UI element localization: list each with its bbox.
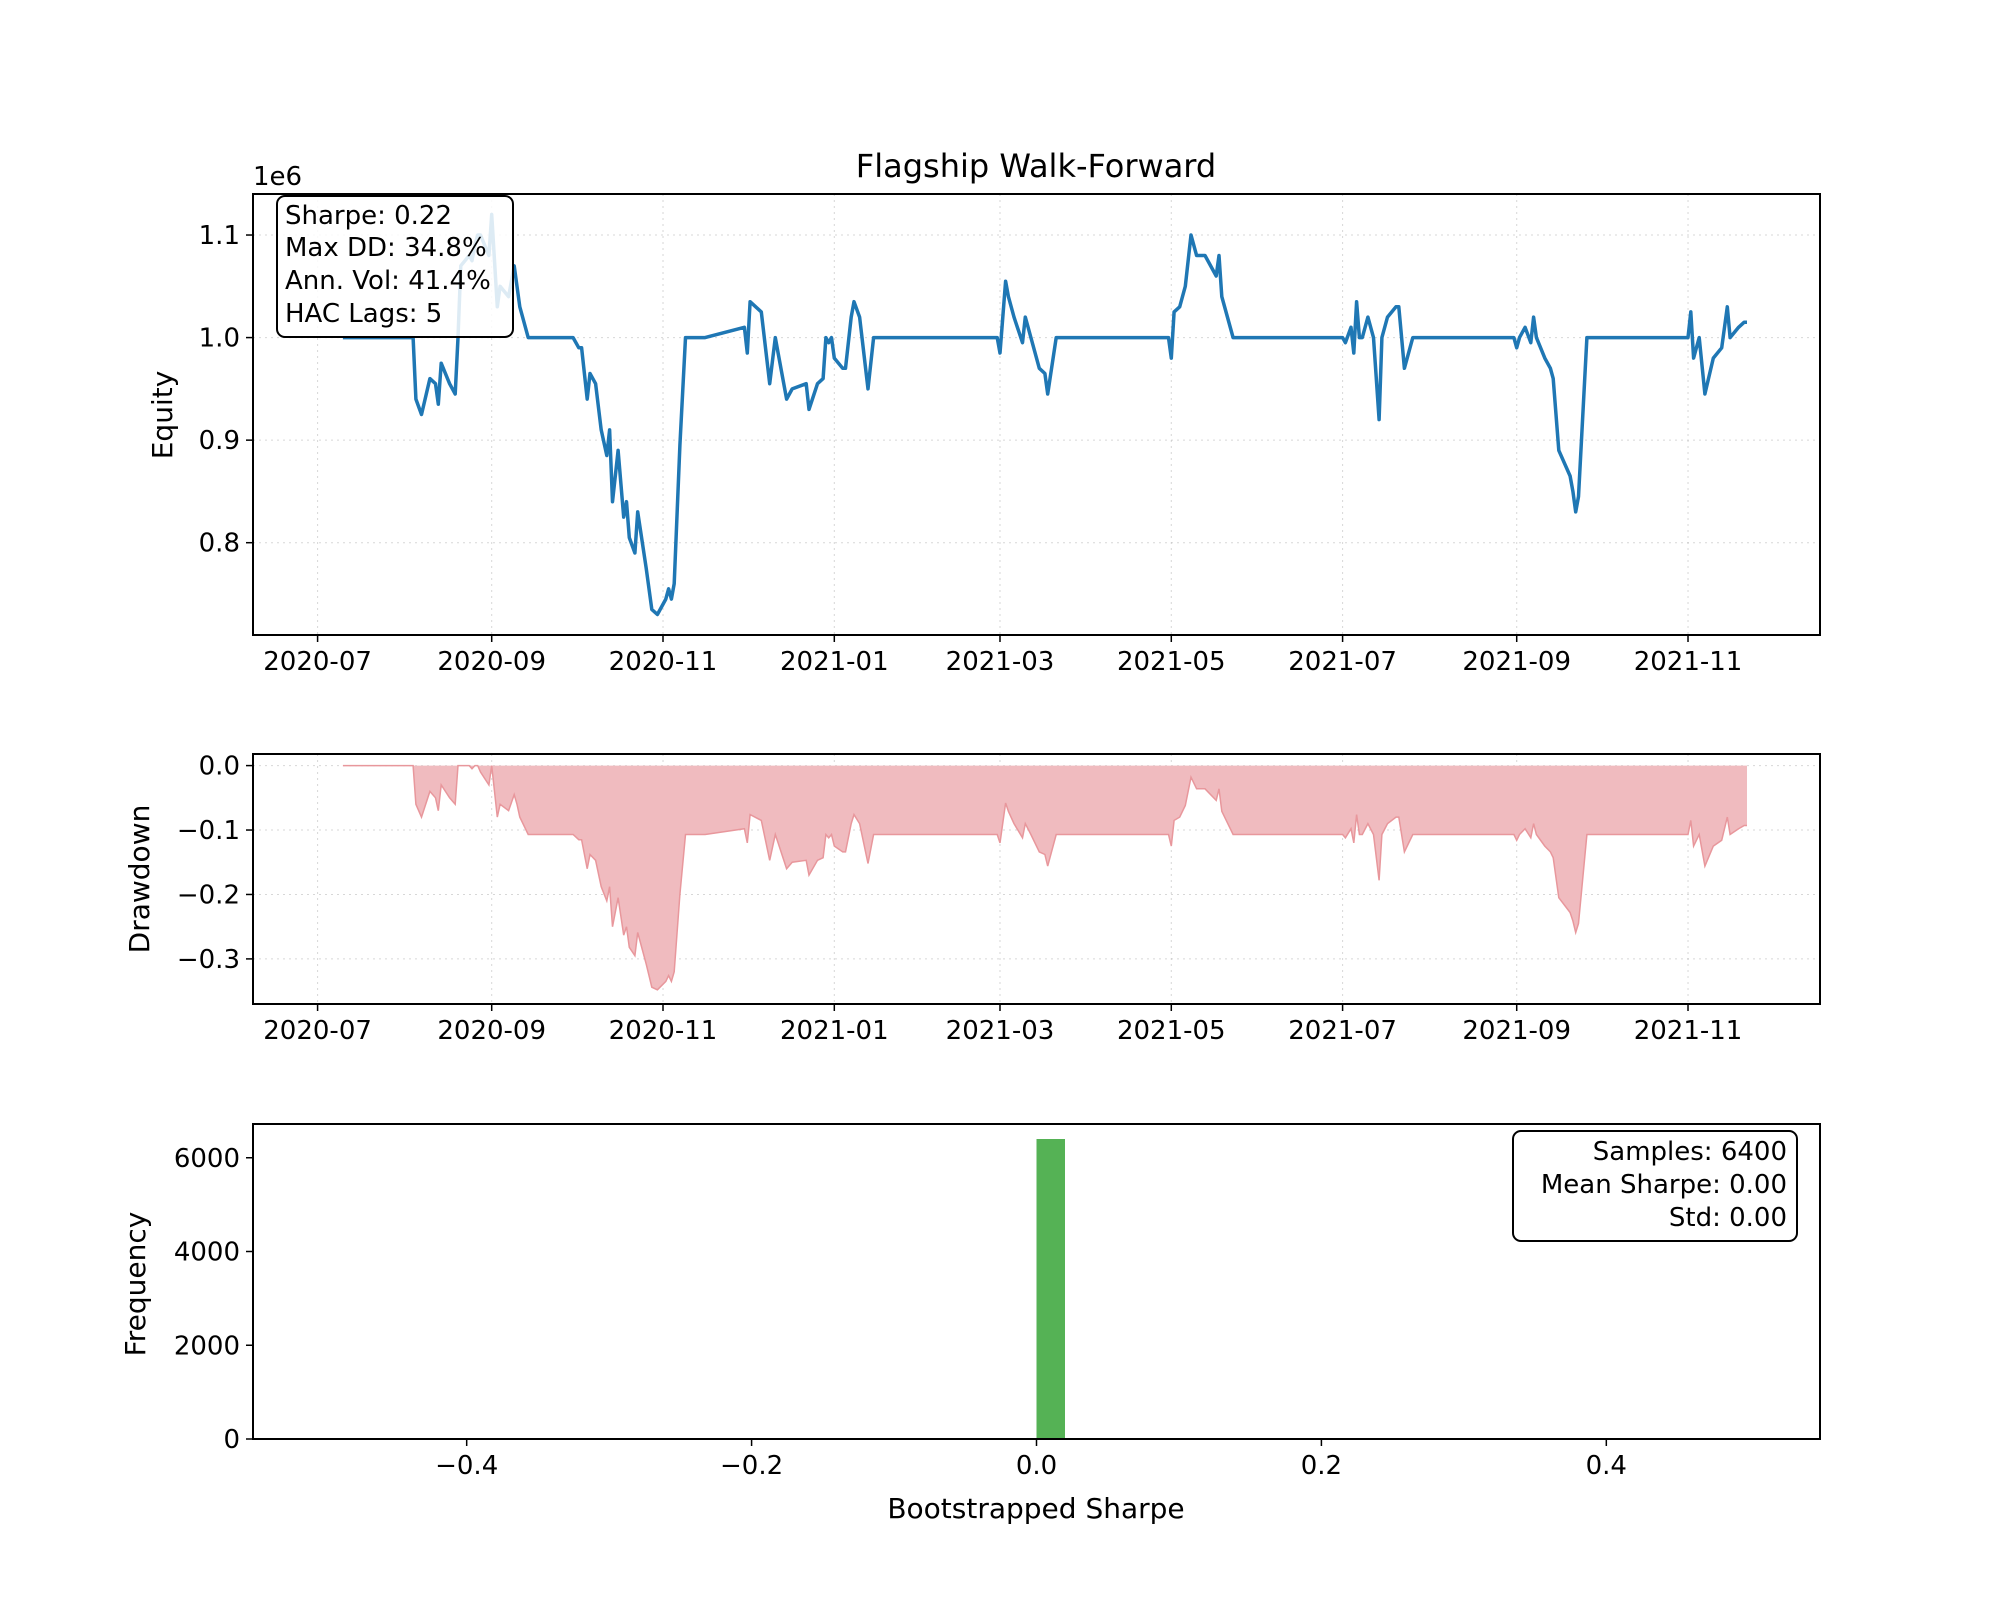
y-tick-label: −0.3 (177, 945, 240, 975)
drawdown-x-ticks: 2020-07 2020-09 2020-11 2021-01 2021-03 2021-… (263, 1004, 1742, 1046)
x-tick-label: 2021-03 (946, 647, 1055, 677)
x-tick-label: 2020-09 (437, 1016, 546, 1046)
y-tick-label: −0.1 (177, 816, 240, 846)
drawdown-y-axis-label: Drawdown (123, 805, 156, 954)
drawdown-axes-frame (252, 753, 1821, 1005)
y-tick-label: 0.0 (199, 752, 240, 782)
equity-y-axis-label: Equity (146, 371, 179, 460)
x-tick-label: 2021-03 (946, 1016, 1055, 1046)
equity-y-ticks: 0.8 0.9 1.0 1.1 (199, 221, 253, 559)
equity-plot-area (342, 212, 1747, 617)
bootstrap-panel: −0.4 −0.2 0.0 0.2 0.4 0 2000 4000 6000 Bootstra… (119, 1123, 1821, 1525)
equity-line (342, 212, 1747, 617)
y-tick-label: −0.2 (177, 880, 240, 910)
drawdown-line (342, 764, 1747, 991)
drawdown-area (342, 765, 1747, 990)
equity-panel: 2020-07 2020-09 2020-11 2021-01 2021-03 2021-… (146, 147, 1821, 677)
bootstrap-y-axis-label: Frequency (119, 1212, 152, 1357)
drawdown-panel: 2020-07 2020-09 2020-11 2021-01 2021-03 2021-… (123, 752, 1821, 1046)
drawdown-plot-area (342, 764, 1747, 991)
equity-x-ticks: 2020-07 2020-09 2020-11 2021-01 2021-03 2021-… (263, 635, 1742, 677)
y-tick-label: 6000 (174, 1144, 240, 1174)
y-tick-label: 1.0 (199, 324, 240, 354)
chart-title: Flagship Walk-Forward (856, 147, 1216, 185)
x-tick-label: −0.2 (720, 1451, 783, 1481)
equity-stats-box-frame (276, 195, 514, 338)
equity-axes-frame (252, 193, 1821, 636)
bootstrap-stats-box: Samples: 6400 Mean Sharpe: 0.00 Std: 0.0… (1512, 1130, 1798, 1242)
equity-stats-box: Sharpe: 0.22 Max DD: 34.8% Ann. Vol: 41.… (276, 195, 514, 338)
x-tick-label: −0.4 (435, 1451, 498, 1481)
stats-std: Std: 0.00 (1669, 1203, 1787, 1233)
drawdown-y-ticks: 0.0 −0.1 −0.2 −0.3 (177, 752, 253, 975)
y-tick-label: 1.1 (199, 221, 240, 251)
x-tick-label: 2020-09 (437, 647, 546, 677)
x-tick-label: 2021-07 (1288, 647, 1397, 677)
bootstrap-x-axis-label: Bootstrapped Sharpe (887, 1492, 1184, 1525)
x-tick-label: 2021-07 (1288, 1016, 1397, 1046)
x-tick-label: 2020-07 (263, 1016, 372, 1046)
stats-mean-sharpe: Mean Sharpe: 0.00 (1541, 1170, 1787, 1200)
x-tick-label: 2021-09 (1462, 647, 1571, 677)
stats-max-dd: Max DD: 34.8% (285, 233, 487, 263)
x-tick-label: 2021-09 (1462, 1016, 1571, 1046)
stats-sharpe: Sharpe: 0.22 (285, 201, 452, 231)
bootstrap-plot-area (1036, 1139, 1065, 1439)
bootstrap-y-ticks: 0 2000 4000 6000 (174, 1144, 253, 1455)
y-tick-label: 0.9 (199, 426, 240, 456)
equity-offset-text: 1e6 (253, 162, 302, 192)
y-tick-label: 0 (223, 1425, 240, 1455)
y-tick-label: 2000 (174, 1331, 240, 1361)
y-tick-label: 0.8 (199, 529, 240, 559)
x-tick-label: 2021-11 (1634, 1016, 1743, 1046)
stats-samples: Samples: 6400 (1593, 1137, 1787, 1167)
x-tick-label: 2021-01 (780, 1016, 889, 1046)
bootstrap-x-ticks: −0.4 −0.2 0.0 0.2 0.4 (435, 1439, 1627, 1481)
x-tick-label: 2020-11 (609, 647, 718, 677)
x-tick-label: 0.4 (1586, 1451, 1627, 1481)
x-tick-label: 0.2 (1301, 1451, 1342, 1481)
stats-ann-vol: Ann. Vol: 41.4% (285, 266, 491, 296)
x-tick-label: 2021-11 (1634, 647, 1743, 677)
y-tick-label: 4000 (174, 1238, 240, 1268)
x-tick-label: 2021-01 (780, 647, 889, 677)
x-tick-label: 2021-05 (1117, 1016, 1226, 1046)
bootstrap-stats-box-frame (1512, 1130, 1798, 1242)
x-tick-label: 2020-07 (263, 647, 372, 677)
stats-hac-lags: HAC Lags: 5 (285, 299, 442, 329)
x-tick-label: 0.0 (1016, 1451, 1057, 1481)
x-tick-label: 2021-05 (1117, 647, 1226, 677)
histogram-bar (1036, 1139, 1065, 1439)
x-tick-label: 2020-11 (609, 1016, 718, 1046)
